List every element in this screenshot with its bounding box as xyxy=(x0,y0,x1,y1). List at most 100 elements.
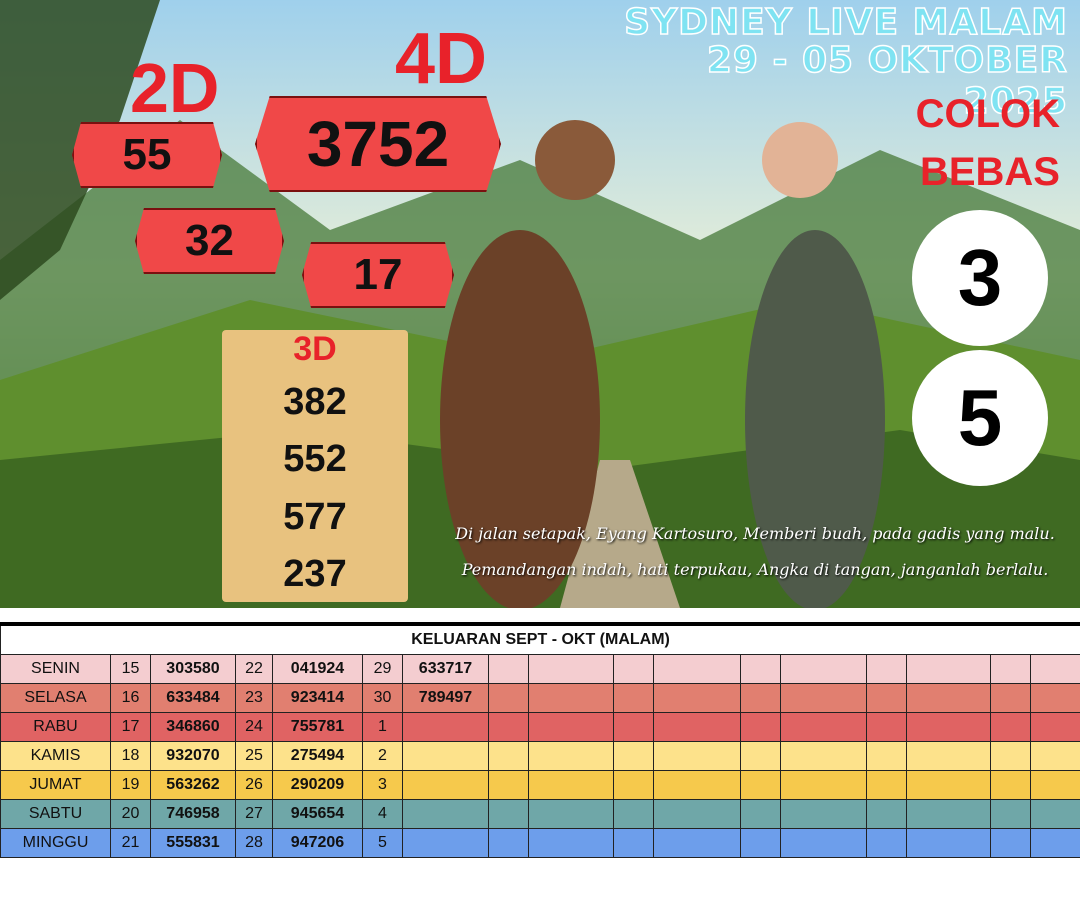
empty-cell xyxy=(866,828,907,858)
result-cell: 755781 xyxy=(272,712,363,742)
result-cell: 041924 xyxy=(272,654,363,684)
table-row: MINGGU 21 555831 28 947206 5 xyxy=(0,828,1080,858)
empty-cell xyxy=(402,799,489,829)
result-cell: 633717 xyxy=(402,654,489,684)
empty-cell xyxy=(906,654,991,684)
label-bebas: BEBAS xyxy=(919,150,1060,194)
empty-cell xyxy=(866,770,907,800)
date-cell: 15 xyxy=(110,654,151,684)
empty-cell xyxy=(402,770,489,800)
result-cell: 945654 xyxy=(272,799,363,829)
day-cell: SABTU xyxy=(0,799,111,829)
date-cell: 24 xyxy=(235,712,273,742)
table-row: SABTU 20 746958 27 945654 4 xyxy=(0,799,1080,829)
empty-cell xyxy=(990,741,1031,771)
empty-cell xyxy=(740,654,781,684)
table-row: RABU 17 346860 24 755781 1 xyxy=(0,712,1080,742)
result-cell: 303580 xyxy=(150,654,236,684)
date-cell: 25 xyxy=(235,741,273,771)
title: SYDNEY LIVE MALAM xyxy=(623,1,1068,44)
label-2d: 2D xyxy=(130,49,220,127)
table-row: KAMIS 18 932070 25 275494 2 xyxy=(0,741,1080,771)
table-title: KELUARAN SEPT - OKT (MALAM) xyxy=(0,622,1080,655)
empty-cell xyxy=(488,654,529,684)
result-cell: 789497 xyxy=(402,683,489,713)
empty-cell xyxy=(488,770,529,800)
three-d-number: 552 xyxy=(283,438,347,480)
date: 29 - 05 OKTOBER 2025 xyxy=(706,39,1068,123)
empty-cell xyxy=(528,799,614,829)
date-cell: 21 xyxy=(110,828,151,858)
empty-cell xyxy=(990,654,1031,684)
empty-cell xyxy=(1029,770,1080,800)
label-3d: 3D xyxy=(293,330,337,368)
empty-cell xyxy=(740,712,781,742)
empty-cell xyxy=(906,712,991,742)
empty-cell xyxy=(653,654,741,684)
empty-cell xyxy=(488,683,529,713)
empty-cell xyxy=(613,712,654,742)
table-row: JUMAT 19 563262 26 290209 3 xyxy=(0,770,1080,800)
date-cell: 17 xyxy=(110,712,151,742)
empty-cell xyxy=(990,828,1031,858)
empty-cell xyxy=(1029,712,1080,742)
date-cell: 18 xyxy=(110,741,151,771)
empty-cell xyxy=(866,712,907,742)
result-cell: 633484 xyxy=(150,683,236,713)
empty-cell xyxy=(613,770,654,800)
label-4d: 4D xyxy=(395,19,488,99)
empty-cell xyxy=(906,799,991,829)
empty-cell xyxy=(653,770,741,800)
date-cell: 5 xyxy=(362,828,403,858)
result-cell: 290209 xyxy=(272,770,363,800)
result-cell: 275494 xyxy=(272,741,363,771)
result-cell: 923414 xyxy=(272,683,363,713)
day-cell: SELASA xyxy=(0,683,111,713)
empty-cell xyxy=(780,828,867,858)
empty-cell xyxy=(528,770,614,800)
empty-cell xyxy=(990,712,1031,742)
empty-cell xyxy=(866,799,907,829)
date-cell: 4 xyxy=(362,799,403,829)
empty-cell xyxy=(613,654,654,684)
empty-cell xyxy=(780,770,867,800)
day-cell: MINGGU xyxy=(0,828,111,858)
empty-cell xyxy=(1029,654,1080,684)
result-cell: 746958 xyxy=(150,799,236,829)
two-d-box: 32 xyxy=(135,208,284,274)
three-d-number: 577 xyxy=(283,496,347,538)
result-cell: 555831 xyxy=(150,828,236,858)
empty-cell xyxy=(528,828,614,858)
day-cell: RABU xyxy=(0,712,111,742)
result-cell: 346860 xyxy=(150,712,236,742)
results-table: KELUARAN SEPT - OKT (MALAM) SENIN 15 30358… xyxy=(0,622,1080,858)
empty-cell xyxy=(740,683,781,713)
empty-cell xyxy=(740,770,781,800)
day-cell: SENIN xyxy=(0,654,111,684)
date-cell: 20 xyxy=(110,799,151,829)
empty-cell xyxy=(740,741,781,771)
date-cell: 23 xyxy=(235,683,273,713)
empty-cell xyxy=(780,654,867,684)
empty-cell xyxy=(613,683,654,713)
empty-cell xyxy=(906,770,991,800)
result-cell: 947206 xyxy=(272,828,363,858)
date-cell: 28 xyxy=(235,828,273,858)
day-cell: KAMIS xyxy=(0,741,111,771)
empty-cell xyxy=(780,712,867,742)
day-cell: JUMAT xyxy=(0,770,111,800)
empty-cell xyxy=(528,741,614,771)
empty-cell xyxy=(488,712,529,742)
empty-cell xyxy=(906,828,991,858)
empty-cell xyxy=(488,799,529,829)
empty-cell xyxy=(780,741,867,771)
empty-cell xyxy=(653,712,741,742)
empty-cell xyxy=(866,741,907,771)
empty-cell xyxy=(653,741,741,771)
date-cell: 27 xyxy=(235,799,273,829)
empty-cell xyxy=(402,828,489,858)
empty-cell xyxy=(780,683,867,713)
empty-cell xyxy=(1029,741,1080,771)
empty-cell xyxy=(402,741,489,771)
